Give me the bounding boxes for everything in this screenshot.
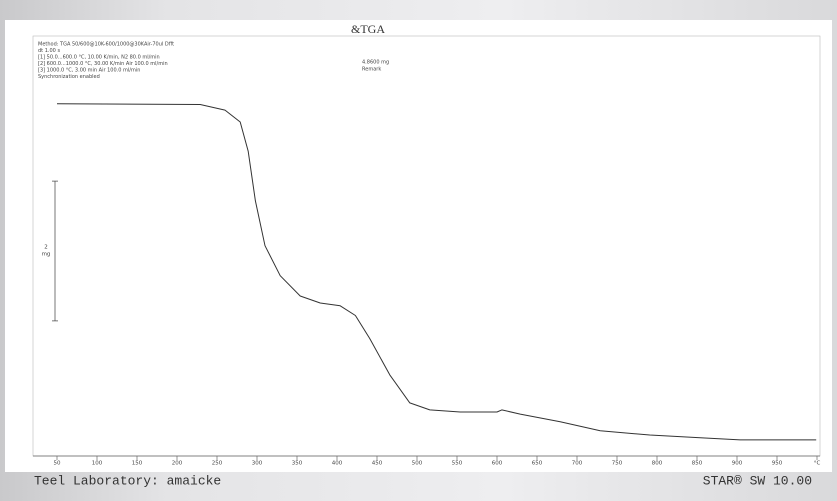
scale-bar-value: 2 [44,245,48,251]
x-tick-label: 900 [732,461,743,467]
x-tick-label: 200 [172,461,183,467]
remark: Remark [362,67,381,73]
x-tick-label: 150 [132,461,143,467]
chart-title: &TGA [351,22,385,36]
x-tick-label: 400 [332,461,343,467]
x-tick-label: 550 [452,461,463,467]
x-tick-label: 450 [372,461,383,467]
x-tick-label: 950 [772,461,783,467]
method-line: Method: TGA 50/600@10K-600/1000@30KAir-7… [38,42,174,48]
x-tick-label: 850 [692,461,703,467]
x-tick-label: 50 [54,461,61,467]
x-tick-label: 500 [412,461,423,467]
footer-left: Teel Laboratory: amaicke [34,473,221,488]
x-tick-label: 600 [492,461,503,467]
x-tick-label: 300 [252,461,263,467]
method-line: Synchronization enabled [38,74,100,80]
x-tick-label: 100 [92,461,103,467]
panel [5,20,832,472]
x-tick-label: °C [814,461,821,467]
tga-curve [56,103,817,441]
method-line: dt 1.00 s [38,48,60,54]
method-line: [3] 1000.0 °C, 3.00 min Air 100.0 ml/min [38,68,140,74]
x-tick-label: 650 [532,461,543,467]
method-line: [2] 600.0...1000.0 °C, 30.00 K/min Air 1… [38,61,168,67]
x-tick-label: 350 [292,461,303,467]
x-tick-label: 250 [212,461,223,467]
method-line: [1] 50.0...600.0 °C, 10.00 K/min, N2 80.… [38,55,160,61]
footer-right: STAR® SW 10.00 [703,473,812,488]
x-tick-label: 750 [612,461,623,467]
scale-bar-unit: mg [42,252,51,258]
x-tick-label: 700 [572,461,583,467]
sample-mass: 4.8600 mg [362,60,389,66]
x-tick-label: 800 [652,461,663,467]
